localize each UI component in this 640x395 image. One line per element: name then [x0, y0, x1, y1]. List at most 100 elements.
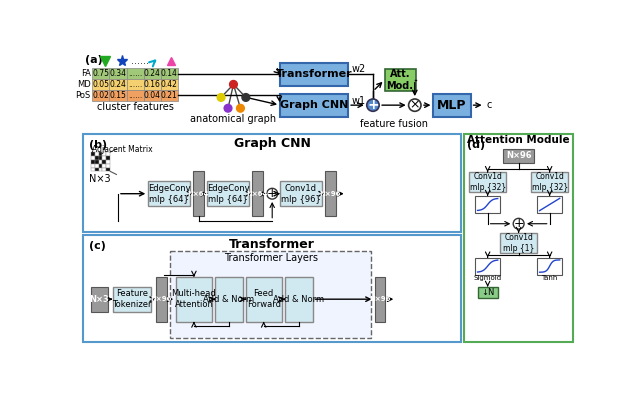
FancyBboxPatch shape: [92, 79, 109, 90]
FancyBboxPatch shape: [537, 196, 562, 213]
Text: ......: ......: [128, 69, 142, 78]
FancyBboxPatch shape: [531, 172, 568, 192]
Text: w2: w2: [352, 64, 366, 74]
FancyBboxPatch shape: [91, 164, 95, 167]
Text: Conv1d
mlp {32}: Conv1d mlp {32}: [532, 172, 568, 192]
Text: cluster features: cluster features: [97, 102, 173, 113]
Circle shape: [367, 99, 379, 111]
FancyBboxPatch shape: [161, 90, 178, 101]
FancyBboxPatch shape: [127, 79, 143, 90]
FancyBboxPatch shape: [92, 68, 109, 79]
Text: c: c: [486, 100, 492, 110]
Text: 0.24: 0.24: [143, 69, 161, 78]
Text: ......: ......: [128, 80, 142, 89]
FancyBboxPatch shape: [374, 277, 385, 322]
FancyBboxPatch shape: [102, 164, 106, 167]
FancyBboxPatch shape: [106, 152, 110, 156]
Text: EdgeConv
mlp {64}: EdgeConv mlp {64}: [207, 184, 250, 204]
Text: N×3: N×3: [90, 174, 111, 184]
Text: Conv1d
mlp {1}: Conv1d mlp {1}: [503, 233, 534, 253]
Text: Add & Norm: Add & Norm: [273, 295, 324, 304]
Text: 0.04: 0.04: [143, 90, 161, 100]
Text: 0.42: 0.42: [161, 80, 177, 89]
Text: 0.02: 0.02: [93, 90, 109, 100]
FancyBboxPatch shape: [106, 156, 110, 160]
Text: 0.75: 0.75: [92, 69, 109, 78]
FancyBboxPatch shape: [207, 181, 249, 206]
FancyBboxPatch shape: [246, 277, 282, 322]
Text: EdgeConv
mlp {64}: EdgeConv mlp {64}: [148, 184, 191, 204]
Text: Feed
Forward: Feed Forward: [246, 289, 281, 309]
FancyBboxPatch shape: [113, 287, 151, 312]
FancyBboxPatch shape: [156, 277, 167, 322]
FancyBboxPatch shape: [99, 160, 102, 164]
FancyBboxPatch shape: [215, 277, 243, 322]
Text: (c): (c): [90, 241, 106, 251]
Text: N×3: N×3: [90, 295, 109, 304]
FancyBboxPatch shape: [143, 90, 161, 101]
FancyBboxPatch shape: [148, 181, 190, 206]
Text: Feature
Tokenizer: Feature Tokenizer: [112, 289, 152, 309]
Text: ......: ......: [131, 56, 150, 66]
FancyBboxPatch shape: [252, 171, 263, 216]
FancyBboxPatch shape: [95, 164, 99, 167]
Text: (d): (d): [467, 140, 486, 150]
FancyBboxPatch shape: [476, 196, 500, 213]
Text: Add & Norm: Add & Norm: [204, 295, 254, 304]
Text: Att.
Mod.: Att. Mod.: [387, 69, 413, 91]
FancyBboxPatch shape: [95, 167, 99, 171]
Text: MLP: MLP: [437, 99, 467, 112]
Text: N×96: N×96: [369, 296, 390, 302]
Text: N×96: N×96: [506, 151, 531, 160]
FancyBboxPatch shape: [83, 134, 461, 232]
FancyBboxPatch shape: [109, 79, 127, 90]
Text: FA: FA: [81, 69, 91, 78]
Text: Conv1d
mlp {32}: Conv1d mlp {32}: [470, 172, 506, 192]
Text: anatomical graph: anatomical graph: [190, 114, 276, 124]
FancyBboxPatch shape: [170, 252, 371, 338]
Text: 0.34: 0.34: [109, 69, 127, 78]
FancyBboxPatch shape: [280, 94, 348, 117]
Text: N×96: N×96: [319, 191, 341, 197]
Text: (b): (b): [90, 140, 108, 150]
Text: w1: w1: [352, 96, 366, 106]
FancyBboxPatch shape: [476, 258, 500, 275]
FancyBboxPatch shape: [106, 160, 110, 164]
Circle shape: [513, 218, 524, 229]
Text: Graph CNN: Graph CNN: [280, 100, 348, 110]
FancyBboxPatch shape: [143, 68, 161, 79]
Text: (a): (a): [84, 55, 102, 65]
Circle shape: [224, 104, 232, 112]
FancyBboxPatch shape: [99, 152, 102, 156]
FancyBboxPatch shape: [500, 233, 537, 253]
FancyBboxPatch shape: [99, 167, 102, 171]
FancyBboxPatch shape: [161, 68, 178, 79]
Text: Adjacent Matrix: Adjacent Matrix: [92, 145, 153, 154]
FancyBboxPatch shape: [106, 164, 110, 167]
Text: Multi-head
Attention: Multi-head Attention: [172, 289, 216, 309]
FancyBboxPatch shape: [83, 235, 461, 342]
FancyBboxPatch shape: [102, 160, 106, 164]
FancyBboxPatch shape: [503, 149, 534, 163]
Text: 0.15: 0.15: [109, 90, 127, 100]
FancyBboxPatch shape: [95, 156, 99, 160]
FancyBboxPatch shape: [102, 167, 106, 171]
Text: Transformer: Transformer: [276, 70, 353, 79]
FancyBboxPatch shape: [193, 171, 204, 216]
Text: N×96: N×96: [150, 296, 172, 302]
Text: Conv1d
mlp {96}: Conv1d mlp {96}: [281, 184, 321, 204]
Text: PoS: PoS: [76, 90, 91, 100]
FancyBboxPatch shape: [91, 160, 95, 164]
Circle shape: [242, 94, 250, 101]
FancyBboxPatch shape: [465, 134, 573, 342]
FancyBboxPatch shape: [102, 156, 106, 160]
FancyBboxPatch shape: [109, 90, 127, 101]
Circle shape: [217, 94, 225, 101]
FancyBboxPatch shape: [161, 79, 178, 90]
FancyBboxPatch shape: [433, 94, 470, 117]
Text: N×64: N×64: [247, 191, 268, 197]
Text: +: +: [513, 217, 524, 230]
FancyBboxPatch shape: [477, 287, 498, 298]
Text: Attention Module: Attention Module: [467, 135, 570, 145]
Text: Sigmoid: Sigmoid: [474, 275, 502, 281]
